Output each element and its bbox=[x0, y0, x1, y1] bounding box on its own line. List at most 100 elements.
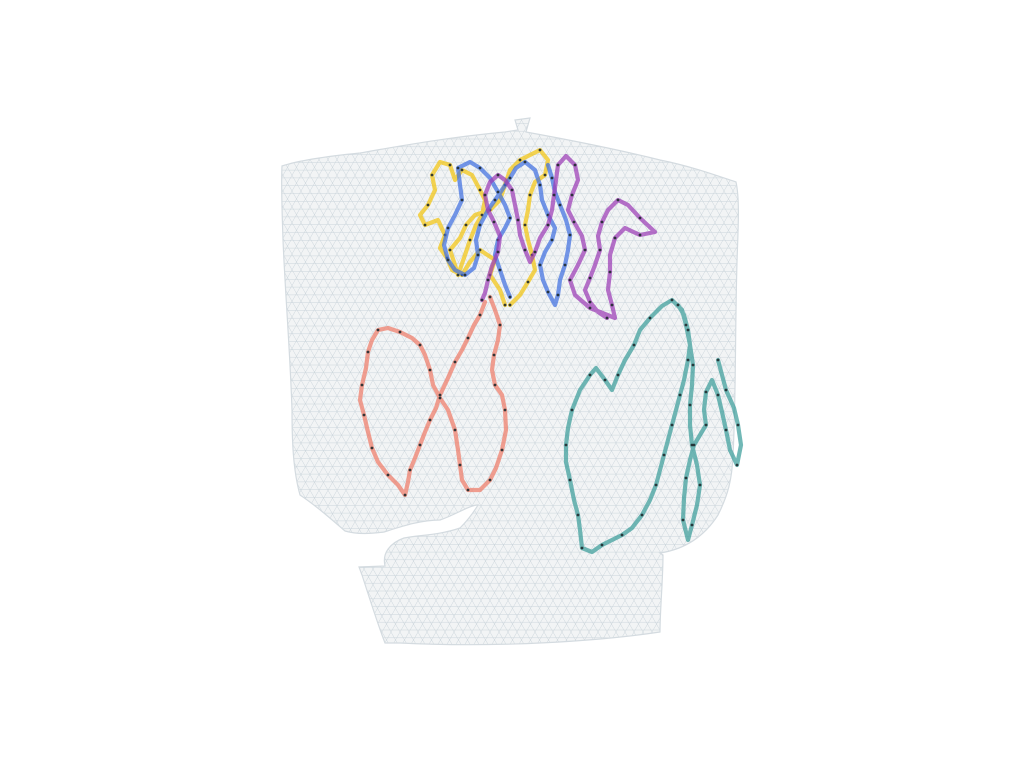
trajectory-salmon-marker bbox=[503, 408, 507, 412]
trajectory-blue-marker bbox=[493, 198, 497, 202]
trajectory-teal-marker bbox=[704, 423, 708, 427]
trajectory-teal-marker bbox=[692, 443, 696, 447]
trajectory-teal-marker bbox=[716, 393, 720, 397]
trajectory-blue-marker bbox=[556, 293, 560, 297]
trajectory-salmon-marker bbox=[453, 360, 457, 364]
trajectory-yellow-marker bbox=[503, 303, 507, 307]
trajectory-blue-marker bbox=[550, 238, 554, 242]
trajectory-teal-marker bbox=[616, 373, 620, 377]
trajectory-salmon-marker bbox=[366, 350, 370, 354]
trajectory-blue-marker bbox=[446, 226, 450, 230]
trajectory-yellow-marker bbox=[448, 163, 452, 167]
trajectory-blue-marker bbox=[568, 233, 572, 237]
trajectory-blue-marker bbox=[546, 290, 550, 294]
trajectory-blue-marker bbox=[446, 258, 450, 262]
trajectory-purple-marker bbox=[552, 193, 556, 197]
trajectory-teal-marker bbox=[684, 323, 688, 327]
trajectory-teal-marker bbox=[698, 483, 702, 487]
trajectory-salmon-marker bbox=[492, 353, 496, 357]
trajectory-salmon-marker bbox=[362, 413, 366, 417]
trajectory-teal-marker bbox=[735, 463, 739, 467]
trajectory-purple-marker bbox=[516, 218, 520, 222]
trajectory-blue-marker bbox=[478, 223, 482, 227]
trajectory-blue-marker bbox=[478, 166, 482, 170]
trajectory-yellow-marker bbox=[448, 248, 452, 252]
trajectory-salmon-marker bbox=[386, 473, 390, 477]
trajectory-purple-marker bbox=[588, 300, 592, 304]
trajectory-teal-marker bbox=[648, 316, 652, 320]
trajectory-blue-marker bbox=[508, 216, 512, 220]
trajectory-blue-marker bbox=[496, 190, 500, 194]
trajectory-blue-marker bbox=[538, 183, 542, 187]
trajectory-yellow-marker bbox=[464, 223, 468, 227]
trajectory-purple-marker bbox=[492, 220, 496, 224]
trajectory-teal bbox=[563, 297, 744, 555]
trajectory-blue-marker bbox=[558, 203, 562, 207]
trajectory-blue-marker bbox=[538, 263, 542, 267]
trajectory-purple-marker bbox=[638, 233, 642, 237]
surface-mesh bbox=[280, 117, 739, 646]
trajectory-salmon-marker bbox=[478, 313, 482, 317]
trajectory-purple-marker bbox=[510, 188, 514, 192]
trajectory-salmon-marker bbox=[418, 343, 422, 347]
trajectory-yellow-marker bbox=[423, 223, 427, 227]
trajectory-yellow-marker bbox=[526, 280, 530, 284]
trajectory-blue-marker bbox=[456, 166, 460, 170]
trajectory-blue-marker bbox=[463, 273, 467, 277]
trajectory-blue-line bbox=[441, 159, 573, 308]
trajectory-purple-marker bbox=[638, 216, 642, 220]
trajectory-teal-marker bbox=[676, 303, 680, 307]
trajectory-teal-marker bbox=[640, 513, 644, 517]
trajectory-blue-marker bbox=[563, 263, 567, 267]
trajectory-blue-marker bbox=[508, 295, 512, 299]
trajectory-purple-marker bbox=[496, 173, 500, 177]
trajectory-salmon-line bbox=[357, 294, 509, 498]
trajectory-salmon-marker bbox=[438, 396, 442, 400]
trajectory-salmon-marker bbox=[370, 446, 374, 450]
trajectory-purple-marker bbox=[486, 278, 490, 282]
trajectory-teal-marker bbox=[690, 443, 694, 447]
trajectory-purple-marker bbox=[588, 276, 592, 280]
mesh-lines bbox=[281, 118, 739, 645]
trajectory-teal-marker bbox=[670, 423, 674, 427]
trajectory-teal-marker bbox=[704, 390, 708, 394]
trajectory-teal-line bbox=[563, 297, 744, 555]
trajectory-purple-marker bbox=[616, 198, 620, 202]
trajectory-salmon-marker bbox=[428, 418, 432, 422]
trajectory-purple bbox=[479, 153, 658, 321]
trajectory-yellow-marker bbox=[430, 173, 434, 177]
trajectory-teal-marker bbox=[576, 513, 580, 517]
trajectory-salmon-marker bbox=[360, 383, 364, 387]
trajectory-salmon-marker bbox=[488, 295, 492, 299]
trajectory-blue-marker bbox=[523, 160, 527, 164]
trajectory-salmon-marker bbox=[453, 428, 457, 432]
trajectory-purple-marker bbox=[600, 220, 604, 224]
trajectory-salmon-marker bbox=[488, 478, 492, 482]
trajectory-salmon-marker bbox=[498, 323, 502, 327]
trajectory-teal-marker bbox=[632, 343, 636, 347]
trajectory-teal-marker bbox=[736, 423, 740, 427]
trajectory-teal-marker bbox=[620, 533, 624, 537]
trajectory-purple-marker bbox=[546, 223, 550, 227]
trajectory-salmon-marker bbox=[428, 368, 432, 372]
trajectory-salmon-marker bbox=[438, 393, 442, 397]
trajectory-blue bbox=[441, 159, 573, 308]
trajectory-teal-marker bbox=[684, 476, 688, 480]
trajectory-salmon-marker bbox=[403, 493, 407, 497]
trajectory-teal-marker bbox=[588, 373, 592, 377]
trajectory-purple-marker bbox=[573, 163, 577, 167]
trajectory-purple-marker bbox=[556, 163, 560, 167]
trajectory-teal-marker bbox=[603, 378, 607, 382]
mesh-grid bbox=[281, 118, 739, 645]
trajectory-purple-marker bbox=[610, 303, 614, 307]
trajectory-yellow-marker bbox=[456, 273, 460, 277]
trajectory-teal-marker bbox=[724, 388, 728, 392]
trajectory-teal-marker bbox=[662, 453, 666, 457]
trajectory-teal-marker bbox=[686, 328, 690, 332]
trajectory-yellow-marker bbox=[518, 158, 522, 162]
trajectory-purple-marker bbox=[608, 270, 612, 274]
trajectory-salmon bbox=[357, 294, 509, 498]
trajectory-purple-marker bbox=[613, 236, 617, 240]
trajectory-yellow-marker bbox=[460, 168, 464, 172]
